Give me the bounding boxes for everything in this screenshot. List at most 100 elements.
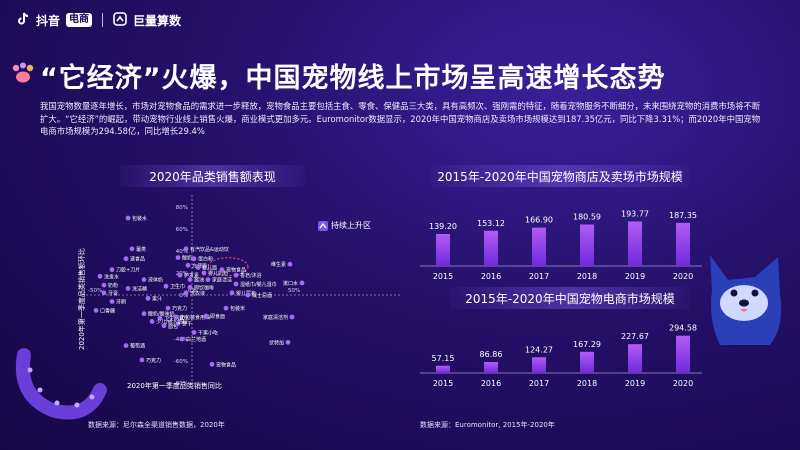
- scatter-point: [205, 277, 211, 282]
- scatter-point-label: 酱油: [194, 277, 204, 284]
- bar-value-label: 153.12: [477, 219, 505, 228]
- scatter-point-label: 婴儿面: [202, 265, 217, 272]
- scatter-point: [209, 361, 215, 367]
- x-tick-label: 50%: [288, 288, 300, 294]
- bar: [532, 227, 546, 266]
- scatter-point: [123, 256, 129, 262]
- scatter-point-label: 牙膏: [108, 290, 118, 297]
- bar-chart-store-market: 139.20 2015 153.12 2016 166.90 2017 180.59 2018…: [420, 209, 702, 281]
- bar-value-label: 57.15: [432, 354, 455, 363]
- y-axis-label: 2020年第一季度品类销售额环比: [77, 248, 86, 350]
- scatter-point: [173, 314, 179, 320]
- scatter-point: [201, 270, 207, 276]
- scatter-point: [229, 290, 235, 296]
- bar-value-label: 180.59: [573, 212, 601, 221]
- scatter-point-label: 家庭清洁: [212, 277, 232, 284]
- intro-paragraph: 我国宠物数量逐年增长，市场对宠物食品的需求进一步释放，宠物食品主要包括主食、零食…: [40, 101, 761, 136]
- brand-juliang: 巨量算数: [133, 13, 182, 28]
- scatter-point-label: 面包: [168, 323, 178, 330]
- scatter-point: [179, 336, 185, 342]
- scatter-chart: 80%60%40%20%0%-20%-40%-60%-80%-100%-50%0…: [77, 195, 402, 390]
- brand-douyin: 抖音: [36, 13, 61, 28]
- bar-category-label: 2019: [625, 272, 645, 281]
- page-title: “它经济”火爆，中国宠物线上市场呈高速增长态势: [40, 63, 666, 94]
- bar-value-label: 139.20: [429, 222, 457, 231]
- scatter-point-label: 家庭清洁剂: [263, 314, 288, 321]
- scatter-point-label: 速食品: [130, 256, 145, 263]
- scatter-point: [165, 305, 171, 311]
- scatter-point-label: 液体奶: [148, 277, 163, 284]
- bar-category-label: 2020: [673, 379, 693, 388]
- scatter-point-label: 巧克力: [146, 357, 161, 364]
- scatter-point: [299, 280, 305, 286]
- scatter-point-label: 洗衣液: [190, 290, 205, 297]
- bar-value-label: 193.77: [621, 209, 649, 218]
- bar: [580, 224, 594, 266]
- y-tick-label: 80%: [176, 205, 188, 211]
- scatter-point-label: 包装米: [230, 305, 245, 312]
- scatter-point-label: 刀胶+刀片: [116, 267, 140, 274]
- bar-value-label: 124.27: [525, 345, 553, 354]
- scatter-point-label: 威士忌酒: [252, 292, 272, 299]
- scatter-point-label: 薯类: [136, 246, 146, 253]
- scatter-point: [109, 267, 115, 273]
- bar-category-label: 2020: [673, 272, 693, 281]
- scatter-point: [97, 273, 103, 279]
- bar-chart-ecommerce-market: 57.15 2015 86.86 2016 124.27 2017 167.29 2018 22…: [420, 324, 702, 388]
- scatter-point: [93, 308, 99, 313]
- bar: [676, 222, 690, 266]
- scatter-point: [245, 292, 251, 298]
- scatter-point: [233, 272, 239, 278]
- bar: [436, 233, 450, 266]
- bar-category-label: 2016: [481, 379, 501, 388]
- scatter-point-label: 漱口水: [283, 280, 298, 287]
- scatter-point: [149, 319, 155, 324]
- scatter-point-label: 洗发水: [104, 273, 119, 280]
- scatter-point-label: 酸奶: [182, 255, 192, 262]
- y-tick-label: 0%: [179, 293, 188, 299]
- scatter-point: [175, 255, 181, 260]
- trend-annotation-label: 持续上升区: [331, 221, 371, 230]
- scatter-point: [219, 267, 225, 273]
- scatter-point-label: 维生素: [271, 261, 286, 268]
- scatter-point-label: 伏特加: [269, 339, 284, 346]
- scatter-point-label: 包装水: [132, 215, 147, 222]
- scatter-point-label: 蛋白粉: [198, 256, 213, 263]
- paw-icon: [10, 62, 36, 88]
- scatter-point: [101, 290, 107, 296]
- scatter-point: [139, 357, 145, 363]
- bar-category-label: 2016: [481, 272, 501, 281]
- scatter-source: 数据来源：尼尔森全渠道销售数据，2020年: [88, 421, 225, 429]
- x-tick-label: -50%: [88, 288, 102, 294]
- scatter-point-label: 婴儿尿布: [236, 290, 256, 297]
- scatter-point: [191, 256, 197, 262]
- y-tick-label: -80%: [174, 381, 188, 387]
- y-tick-label: -20%: [174, 315, 188, 321]
- bar1-title: 2015年-2020年中国宠物商店及卖场市场规模: [430, 165, 690, 187]
- scatter-point-label: 牙刷: [116, 299, 126, 306]
- scatter-point: [129, 246, 135, 252]
- scatter-point: [233, 281, 239, 287]
- scatter-point: [177, 272, 183, 278]
- trend-up-icon: [318, 220, 328, 231]
- scatter-point-label: 宠物食品: [226, 267, 246, 274]
- scatter-point-label: 少儿/成人奶粉: [156, 318, 188, 325]
- scatter-grid: 80%60%40%20%0%-20%-40%-60%-80%-100%-50%0…: [77, 195, 402, 390]
- scatter-point-label: 小包装食用油: [180, 314, 210, 321]
- bar: [676, 335, 690, 373]
- bar-value-label: 167.29: [573, 340, 601, 349]
- scatter-point: [223, 305, 229, 311]
- scatter-point-label: 白兰地酒: [186, 336, 206, 343]
- scatter-point-label: 有汽饮品&运动饮: [190, 246, 229, 253]
- scatter-point-label: 卫生用具: [164, 315, 184, 322]
- scatter-points: 包装水薯类有汽饮品&运动饮速食品酸奶蛋白粉方便面婴儿面婴儿奶粉宠物食品刀胶+刀片…: [93, 215, 305, 368]
- y-tick-label: 40%: [176, 249, 188, 255]
- scatter-point: [183, 246, 189, 252]
- bar-value-label: 166.90: [525, 216, 553, 225]
- scatter-point-label: 即饮咖啡: [194, 284, 214, 291]
- scatter-point: [289, 314, 295, 320]
- scatter-point: [125, 286, 131, 291]
- x-tick-label: 0%: [188, 288, 197, 294]
- bar: [628, 221, 642, 266]
- scatter-point-label: 护发素: [184, 272, 199, 279]
